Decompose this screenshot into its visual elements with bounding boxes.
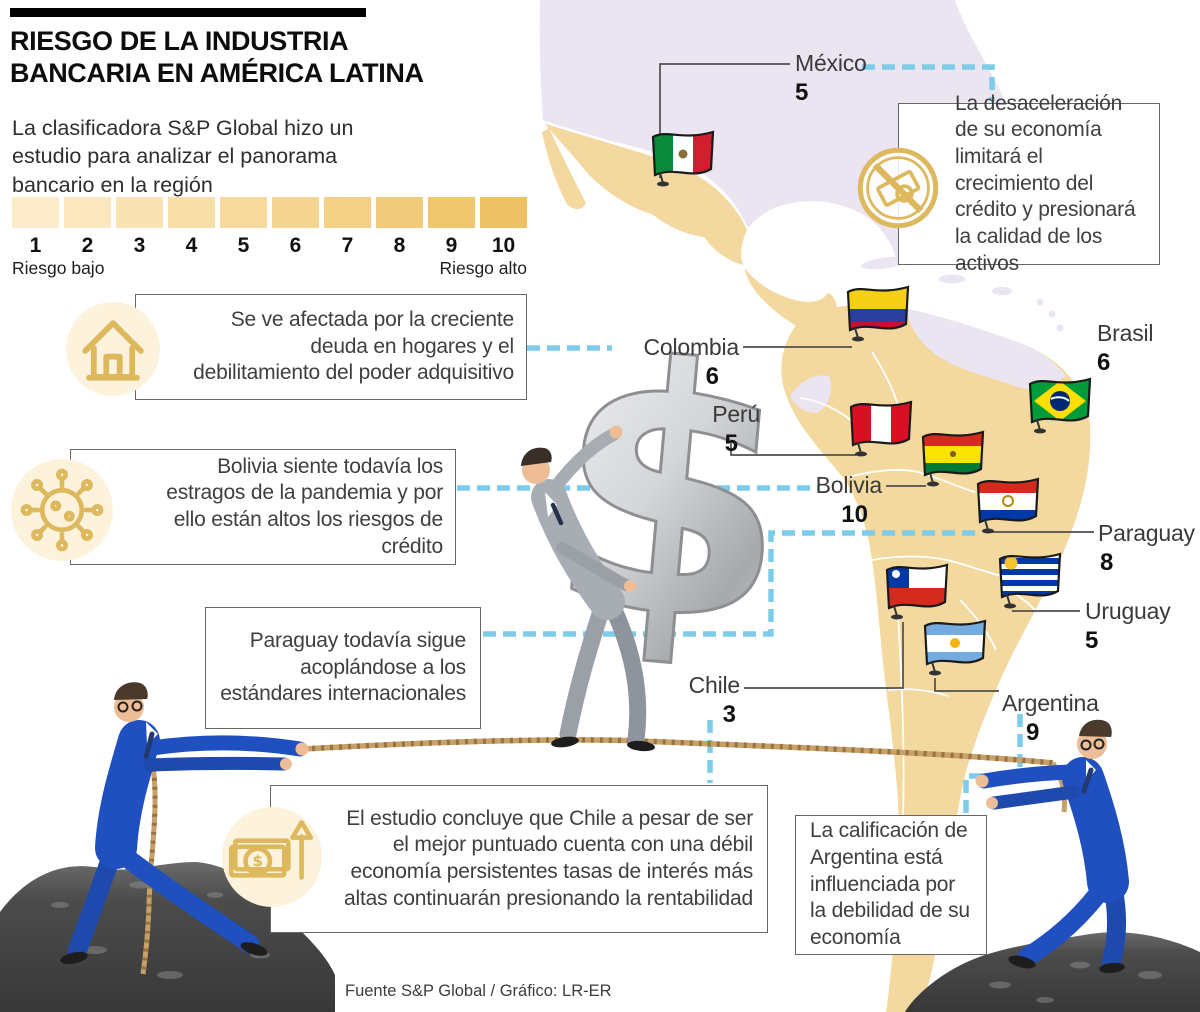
risk-scale-chip <box>324 197 371 228</box>
country-score: 5 <box>724 430 738 457</box>
country-name: Paraguay <box>1098 520 1195 546</box>
risk-scale-number: 8 <box>393 234 406 257</box>
peru-flag-icon <box>849 400 913 457</box>
risk-scale-cell: 2 <box>64 197 111 258</box>
virus-icon <box>11 459 113 561</box>
risk-scale-cell: 10 <box>480 197 527 258</box>
country-name: Perú <box>712 401 760 427</box>
risk-scale-chip <box>168 197 215 228</box>
country-score: 8 <box>1100 549 1114 576</box>
country-marker-bolivia: Bolivia 10 <box>790 472 883 529</box>
risk-scale-cell: 5 <box>220 197 267 258</box>
country-name: Bolivia <box>815 472 883 498</box>
risk-scale-number: 3 <box>133 234 146 257</box>
page-subtitle: La clasificadora S&P Global hizo un estu… <box>12 116 354 197</box>
country-score: 9 <box>1026 719 1040 746</box>
risk-scale-cell: 3 <box>116 197 163 258</box>
country-score: 10 <box>841 501 868 528</box>
brazil-flag-icon <box>1028 377 1092 434</box>
country-marker-paraguay: Paraguay 8 <box>1098 520 1195 577</box>
right-tug-man <box>975 719 1129 974</box>
argentina-flag-icon <box>923 619 987 676</box>
risk-low-label: Riesgo bajo <box>12 258 105 278</box>
bolivia-flag-icon <box>921 430 985 487</box>
title-line-2: BANCARIA EN AMÉRICA LATINA <box>10 57 424 88</box>
risk-scale-number: 1 <box>29 234 42 257</box>
callout-argentina: La calificación de Argentina está influe… <box>795 815 987 955</box>
svg-text:$: $ <box>252 852 263 870</box>
callout-paraguay: Paraguay todavía sigue acoplándose a los… <box>205 607 481 729</box>
mexico-flag-icon <box>651 130 715 187</box>
risk-scale-chip <box>64 197 111 228</box>
risk-scale-cell: 9 <box>428 197 475 258</box>
risk-scale-number: 5 <box>237 234 250 257</box>
risk-scale-cell: 1 <box>12 197 59 258</box>
no-money-icon <box>857 147 939 229</box>
country-score: 3 <box>722 701 736 728</box>
country-name: Uruguay <box>1085 598 1171 624</box>
house-icon <box>65 301 161 397</box>
country-marker-colombia: Colombia 6 <box>599 334 739 391</box>
country-score: 6 <box>705 363 719 390</box>
title-line-1: RIESGO DE LA INDUSTRIA <box>10 26 349 56</box>
country-name: México <box>795 50 867 76</box>
risk-scale-number: 4 <box>185 234 198 257</box>
country-marker-argentina: Argentina 9 <box>1002 690 1099 747</box>
paraguay-flag-icon <box>976 477 1040 534</box>
title-accent-bar <box>10 8 366 17</box>
country-name: Brasil <box>1097 320 1154 346</box>
risk-scale-cell: 8 <box>376 197 423 258</box>
risk-scale-number: 6 <box>289 234 302 257</box>
country-marker-chile: Chile 3 <box>660 672 741 729</box>
country-name: Chile <box>688 672 741 698</box>
risk-scale-chip <box>220 197 267 228</box>
risk-scale-number: 7 <box>341 234 354 257</box>
risk-scale-chip <box>12 197 59 228</box>
tightrope-man <box>521 425 655 752</box>
country-name: Argentina <box>1002 690 1099 716</box>
country-score: 5 <box>795 79 809 106</box>
colombia-flag-icon <box>846 285 910 342</box>
callout-paraguay-text: Paraguay todavía sigue acoplándose a los… <box>220 629 466 706</box>
callout-argentina-text: La calificación de Argentina está influe… <box>810 819 970 949</box>
dollar-sign: $ <box>536 287 806 702</box>
page-title: RIESGO DE LA INDUSTRIA BANCARIA EN AMÉRI… <box>10 26 430 90</box>
callout-chile-text: El estudio concluye que Chile a pesar de… <box>344 806 753 910</box>
callout-bolivia: Bolivia siente todavía los estragos de l… <box>70 449 456 565</box>
callout-mexico-text: La desaceleración de su economía limitar… <box>955 91 1136 275</box>
risk-scale-chip <box>480 197 527 228</box>
callout-chile: El estudio concluye que Chile a pesar de… <box>270 785 768 933</box>
risk-scale-number: 2 <box>81 234 94 257</box>
right-rock <box>905 932 1200 1012</box>
uruguay-flag-icon <box>998 552 1062 609</box>
country-score: 6 <box>1097 349 1111 376</box>
left-tug-man <box>60 682 309 965</box>
risk-scale-chip <box>272 197 319 228</box>
country-marker-peru: Perú 5 <box>660 401 760 458</box>
risk-scale-number: 10 <box>491 234 516 257</box>
risk-scale-cell: 7 <box>324 197 371 258</box>
country-score: 5 <box>1085 627 1099 654</box>
risk-scale-number: 9 <box>445 234 458 257</box>
source-credit: Fuente S&P Global / Gráfico: LR-ER <box>345 982 612 1000</box>
risk-scale-cell: 4 <box>168 197 215 258</box>
callout-colombia: Se ve afectada por la creciente deuda en… <box>135 294 527 400</box>
risk-scale-chip <box>116 197 163 228</box>
risk-scale-cell: 6 <box>272 197 319 258</box>
country-marker-mexico: México 5 <box>795 50 867 107</box>
country-name: Colombia <box>643 334 739 360</box>
callout-mexico: La desaceleración de su economía limitar… <box>898 92 1160 275</box>
risk-scale-chip <box>428 197 475 228</box>
country-marker-brasil: Brasil 6 <box>1097 320 1154 377</box>
chile-flag-icon <box>885 563 949 620</box>
risk-scale-chip <box>376 197 423 228</box>
risk-high-label: Riesgo alto <box>439 258 527 278</box>
callout-bolivia-text: Bolivia siente todavía los estragos de l… <box>166 454 443 558</box>
risk-scale-row: 1 2 3 4 5 6 7 8 9 10 <box>12 197 527 258</box>
callout-colombia-text: Se ve afectada por la creciente deuda en… <box>193 308 514 385</box>
country-marker-uruguay: Uruguay 5 <box>1085 598 1171 655</box>
money-growth-icon: $ <box>222 807 322 907</box>
